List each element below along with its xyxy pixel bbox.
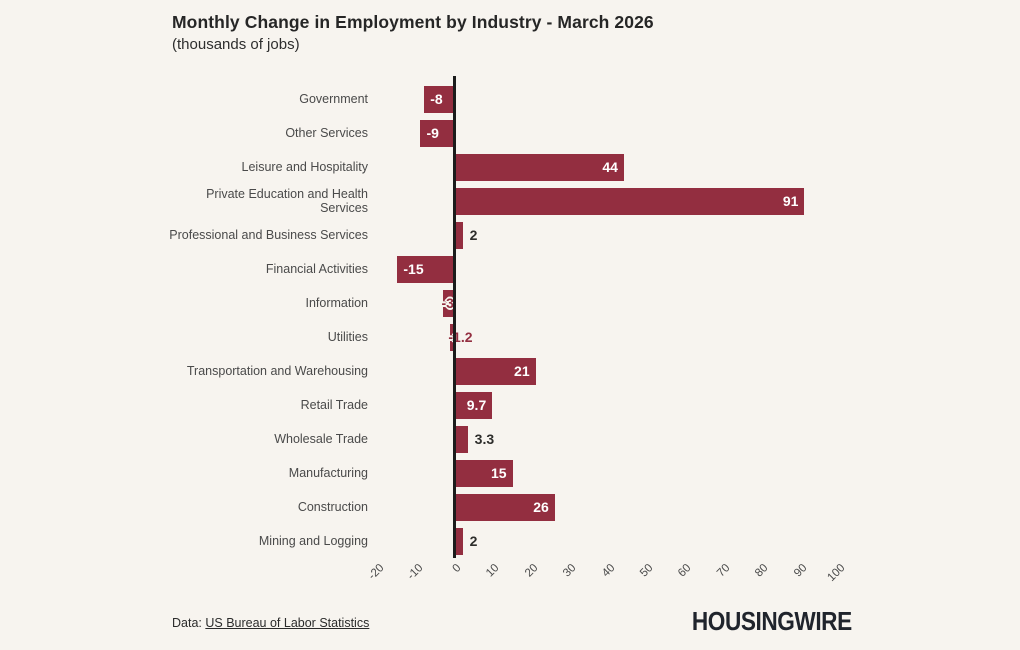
x-tick-label: 30 bbox=[561, 562, 579, 580]
zero-axis-line bbox=[453, 76, 456, 558]
housingwire-logo: HOUSINGWIRE bbox=[692, 606, 852, 636]
value-label: -1.2 bbox=[448, 328, 473, 345]
x-tick-label: 70 bbox=[714, 562, 733, 580]
chart-row: Government -8 bbox=[0, 82, 1020, 116]
bar bbox=[455, 357, 536, 385]
x-axis-tick-labels: -20 -10 0 10 20 30 40 50 60 70 80 90 100 bbox=[0, 562, 1020, 602]
category-label: Professional and Business Services bbox=[169, 228, 368, 242]
bar bbox=[455, 221, 463, 249]
value-label: 9.7 bbox=[466, 396, 487, 413]
x-tick-label: 40 bbox=[599, 562, 618, 580]
category-label: Leisure and Hospitality bbox=[241, 160, 368, 174]
category-label: Other Services bbox=[285, 126, 368, 140]
chart-row: Other Services -9 bbox=[0, 116, 1020, 150]
bar bbox=[420, 119, 455, 147]
chart-row: Professional and Business Services 2 bbox=[0, 218, 1020, 252]
chart-row: Information -3 bbox=[0, 286, 1020, 320]
x-tick-label: 10 bbox=[484, 562, 502, 580]
chart-subtitle: (thousands of jobs) bbox=[172, 36, 300, 53]
bar bbox=[455, 459, 513, 487]
bar bbox=[455, 425, 468, 453]
chart-row: Manufacturing 15 bbox=[0, 456, 1020, 490]
category-label: Retail Trade bbox=[300, 398, 368, 412]
category-label: Private Education and Health Services bbox=[206, 187, 368, 215]
value-label: 15 bbox=[491, 464, 507, 481]
x-tick-label: 80 bbox=[753, 562, 771, 580]
value-label: 3.3 bbox=[474, 430, 495, 447]
x-tick-label: 20 bbox=[522, 562, 541, 580]
value-label: -15 bbox=[403, 260, 424, 277]
category-label: Utilities bbox=[327, 330, 368, 344]
chart-header: Monthly Change in Employment by Industry… bbox=[172, 12, 872, 53]
bar bbox=[455, 153, 624, 181]
chart-row: Transportation and Warehousing 21 bbox=[0, 354, 1020, 388]
value-label: 2 bbox=[469, 226, 478, 243]
x-tick-label: 50 bbox=[637, 562, 656, 580]
chart-title: Monthly Change in Employment by Industry… bbox=[172, 12, 654, 32]
source-prefix: Data: bbox=[172, 616, 206, 630]
x-tick-label: 100 bbox=[825, 562, 848, 585]
category-label: Construction bbox=[297, 500, 368, 514]
chart-row: Utilities -1.2 bbox=[0, 320, 1020, 354]
chart-row: Wholesale Trade 3.3 bbox=[0, 422, 1020, 456]
x-tick-label: 0 bbox=[450, 562, 464, 576]
category-label: Financial Activities bbox=[265, 262, 368, 276]
bar bbox=[397, 255, 455, 283]
value-label: -8 bbox=[430, 90, 443, 107]
x-tick-label: -10 bbox=[404, 562, 426, 583]
value-label: 26 bbox=[533, 498, 549, 515]
source-link[interactable]: US Bureau of Labor Statistics bbox=[205, 616, 370, 630]
bar bbox=[443, 289, 455, 317]
bar bbox=[455, 391, 493, 419]
value-label: -9 bbox=[426, 124, 439, 141]
value-label: 21 bbox=[514, 362, 530, 379]
category-label: Government bbox=[299, 92, 368, 106]
chart-row: Private Education and Health Services 91 bbox=[0, 184, 1020, 218]
chart-rows: Government -8 Other Services -9 Leisure and … bbox=[0, 82, 1020, 558]
value-label: 44 bbox=[602, 158, 618, 175]
value-label: 91 bbox=[782, 192, 799, 209]
chart-row: Mining and Logging 2 bbox=[0, 524, 1020, 558]
chart-row: Financial Activities -15 bbox=[0, 252, 1020, 286]
bar bbox=[455, 527, 463, 555]
value-label: 2 bbox=[469, 532, 478, 549]
data-source: Data: US Bureau of Labor Statistics bbox=[172, 616, 369, 630]
bar bbox=[455, 493, 555, 521]
chart-row: Leisure and Hospitality 44 bbox=[0, 150, 1020, 184]
bar bbox=[450, 323, 455, 351]
value-label: -3 bbox=[441, 294, 454, 311]
bar bbox=[424, 85, 455, 113]
bar bbox=[455, 187, 805, 215]
x-tick-label: -20 bbox=[366, 562, 387, 583]
x-tick-label: 60 bbox=[676, 562, 694, 580]
x-tick-label: 90 bbox=[791, 562, 810, 580]
category-label: Transportation and Warehousing bbox=[186, 364, 368, 378]
chart-row: Construction 26 bbox=[0, 490, 1020, 524]
category-label: Wholesale Trade bbox=[274, 432, 368, 446]
category-label: Information bbox=[305, 296, 368, 310]
category-label: Manufacturing bbox=[288, 466, 368, 480]
category-label: Mining and Logging bbox=[258, 534, 368, 548]
chart-row: Retail Trade 9.7 bbox=[0, 388, 1020, 422]
